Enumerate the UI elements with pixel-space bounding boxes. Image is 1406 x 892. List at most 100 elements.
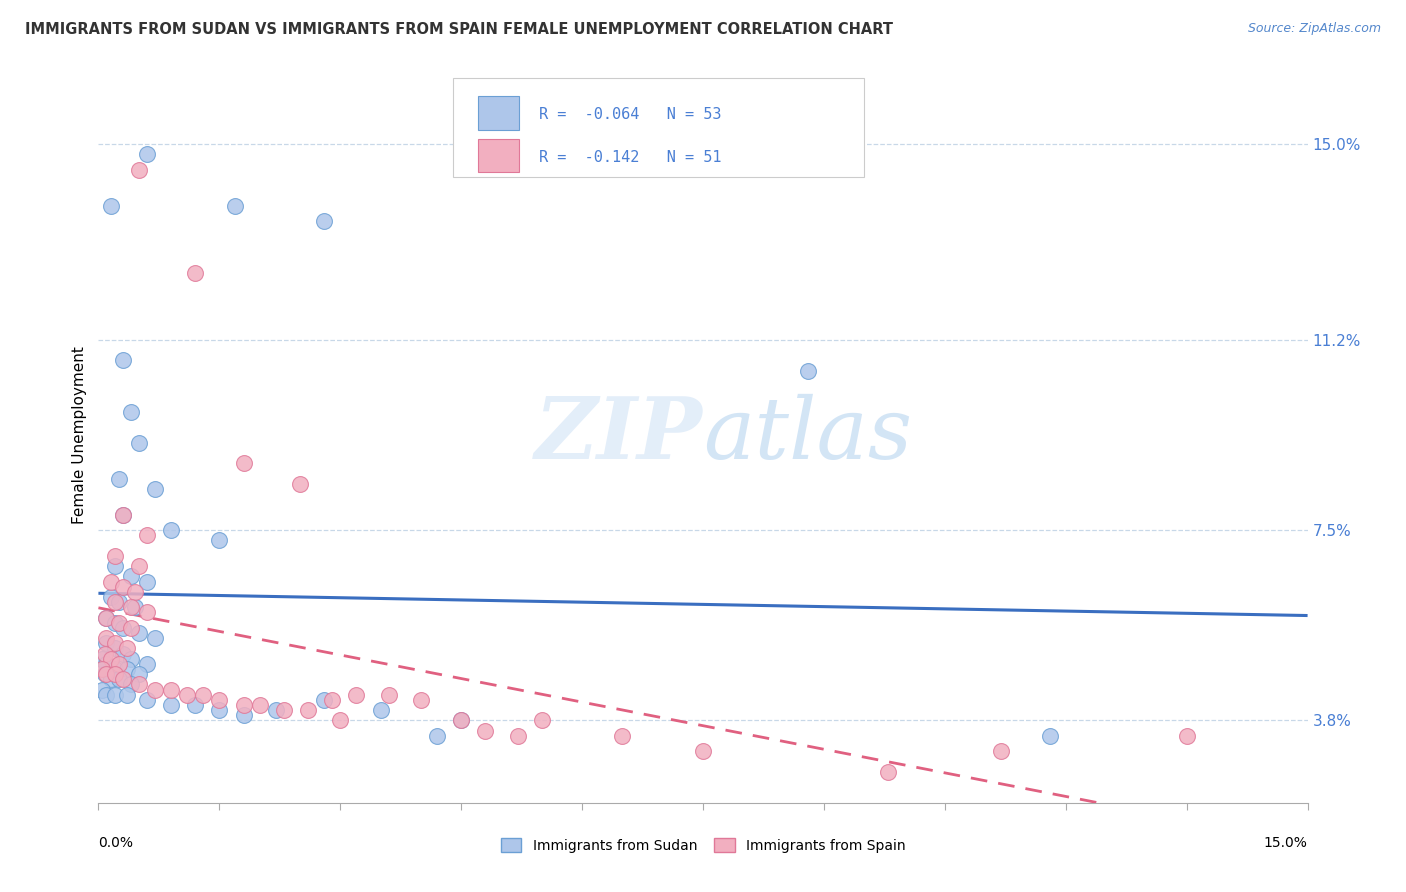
Point xyxy=(797,363,820,377)
Point xyxy=(143,482,166,496)
Point xyxy=(314,214,336,228)
Point xyxy=(103,667,125,681)
Point xyxy=(128,162,150,177)
Point xyxy=(232,708,254,723)
Point xyxy=(249,698,271,712)
Text: ZIP: ZIP xyxy=(536,393,703,476)
Point xyxy=(1175,729,1198,743)
Point xyxy=(232,456,254,470)
Point xyxy=(135,657,157,671)
Point xyxy=(94,647,117,661)
Point xyxy=(409,693,432,707)
Point xyxy=(96,667,118,681)
Text: 15.0%: 15.0% xyxy=(1264,836,1308,850)
Text: atlas: atlas xyxy=(703,393,912,476)
Point xyxy=(115,688,138,702)
Point xyxy=(329,714,352,728)
Point xyxy=(128,667,150,681)
Point xyxy=(111,508,134,522)
Point xyxy=(692,744,714,758)
Point xyxy=(103,662,125,676)
FancyBboxPatch shape xyxy=(478,138,519,172)
Point xyxy=(107,673,129,687)
Point xyxy=(91,662,114,676)
Point xyxy=(193,688,215,702)
Point xyxy=(100,590,122,604)
Point xyxy=(184,266,207,280)
Point xyxy=(160,698,183,712)
Point xyxy=(135,147,157,161)
Point xyxy=(103,688,125,702)
Point xyxy=(100,574,122,589)
Point xyxy=(120,677,142,691)
Point xyxy=(120,405,142,419)
Point xyxy=(128,559,150,574)
Point xyxy=(124,584,146,599)
Point xyxy=(264,703,287,717)
Point xyxy=(103,641,125,656)
Point xyxy=(96,657,118,671)
Point xyxy=(111,647,134,661)
Point xyxy=(143,631,166,645)
Point xyxy=(103,615,125,630)
Point xyxy=(143,682,166,697)
Point xyxy=(115,641,138,656)
Point xyxy=(208,693,231,707)
Point xyxy=(115,662,138,676)
Point xyxy=(176,688,198,702)
Point xyxy=(128,435,150,450)
Point xyxy=(111,580,134,594)
Point xyxy=(103,559,125,574)
Point xyxy=(1039,729,1062,743)
Point xyxy=(94,667,117,681)
Point xyxy=(111,621,134,635)
Point xyxy=(111,353,134,368)
Text: R =  -0.142   N = 51: R = -0.142 N = 51 xyxy=(538,150,721,164)
Point xyxy=(377,688,399,702)
Point xyxy=(506,729,529,743)
Point xyxy=(100,651,122,665)
Legend: Immigrants from Sudan, Immigrants from Spain: Immigrants from Sudan, Immigrants from S… xyxy=(495,832,911,858)
Point xyxy=(990,744,1012,758)
Point xyxy=(107,657,129,671)
Point xyxy=(107,615,129,630)
Point xyxy=(96,636,118,650)
Point xyxy=(160,682,183,697)
Point xyxy=(120,569,142,583)
Point xyxy=(120,621,142,635)
Point xyxy=(288,476,311,491)
Point xyxy=(124,600,146,615)
Text: 0.0%: 0.0% xyxy=(98,836,134,850)
Point xyxy=(107,595,129,609)
Point xyxy=(450,714,472,728)
Point xyxy=(128,626,150,640)
Point xyxy=(103,636,125,650)
Point xyxy=(450,714,472,728)
Point xyxy=(135,693,157,707)
Point xyxy=(135,528,157,542)
Point xyxy=(208,703,231,717)
Point xyxy=(111,508,134,522)
Point xyxy=(120,600,142,615)
Point xyxy=(128,677,150,691)
Point xyxy=(120,651,142,665)
Point xyxy=(273,703,295,717)
Point xyxy=(530,714,553,728)
Point xyxy=(877,764,900,779)
Point xyxy=(107,472,129,486)
Point xyxy=(224,199,246,213)
Text: Source: ZipAtlas.com: Source: ZipAtlas.com xyxy=(1247,22,1381,36)
Point xyxy=(160,523,183,537)
Point xyxy=(96,610,118,624)
Point xyxy=(344,688,367,702)
Point xyxy=(96,688,118,702)
Point xyxy=(135,606,157,620)
Point xyxy=(321,693,343,707)
Y-axis label: Female Unemployment: Female Unemployment xyxy=(72,346,87,524)
Point xyxy=(208,533,231,548)
Point xyxy=(297,703,319,717)
Point xyxy=(100,673,122,687)
Point xyxy=(91,682,114,697)
Point xyxy=(96,631,118,645)
Point xyxy=(232,698,254,712)
